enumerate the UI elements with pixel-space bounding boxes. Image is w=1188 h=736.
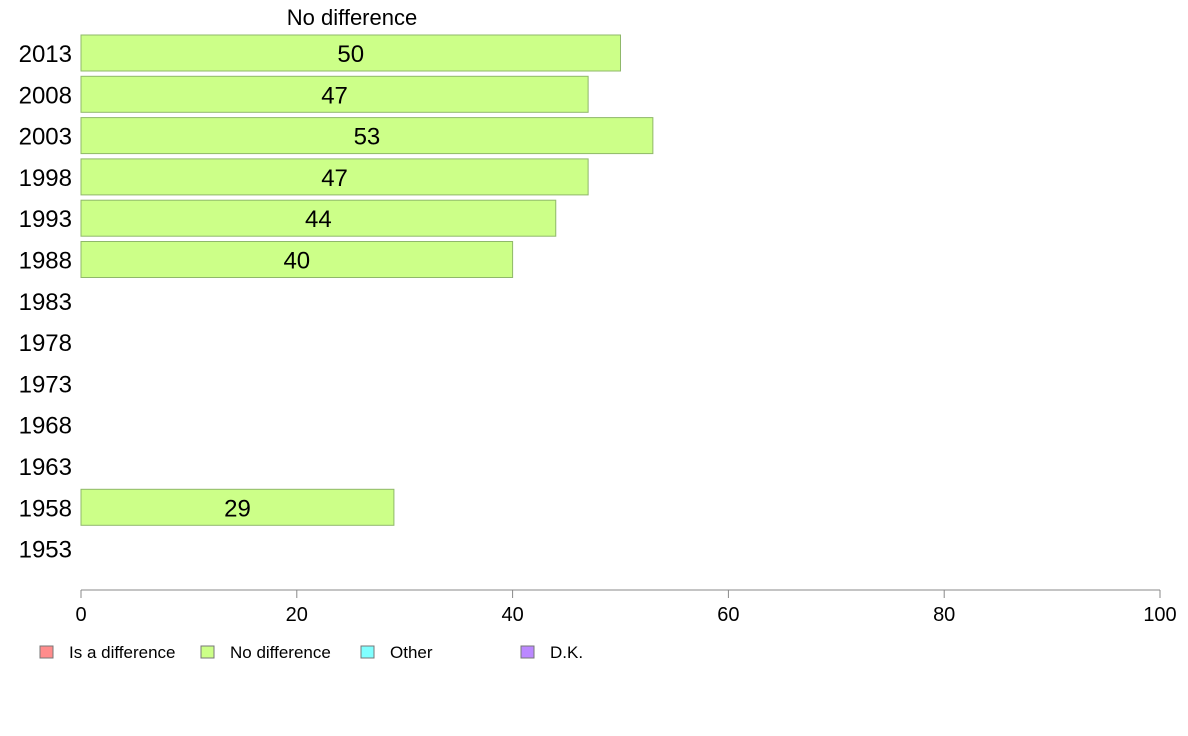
legend-swatch (200, 645, 215, 659)
x-tick-label: 40 (501, 604, 523, 626)
legend-label: Is a difference (69, 643, 175, 662)
x-tick-label: 100 (1143, 604, 1176, 626)
legend-label: Other (390, 643, 433, 662)
bar-value-label: 40 (283, 248, 310, 275)
legend-label: D.K. (550, 643, 583, 662)
legend-swatch (520, 645, 535, 659)
bar-value-label: 44 (305, 206, 332, 233)
row-label: 1968 (19, 413, 72, 440)
legend: Is a difference No difference Other D.K. (39, 643, 583, 662)
bar (80, 75, 589, 113)
legend-swatch (360, 645, 375, 659)
bar-value-label: 47 (321, 165, 348, 192)
row-label: 2013 (19, 41, 72, 68)
bar (80, 34, 621, 72)
row-label: 1958 (19, 495, 72, 522)
row-label: 1983 (19, 289, 72, 316)
series-title: No difference (287, 5, 417, 30)
row-label: 1998 (19, 165, 72, 192)
bar (80, 117, 654, 155)
x-tick-label: 60 (717, 604, 739, 626)
x-tick-label: 80 (933, 604, 955, 626)
bar (80, 241, 514, 278)
row-label: 1978 (19, 330, 72, 357)
x-tick-label: 0 (75, 604, 86, 626)
bar-value-label: 29 (224, 495, 251, 522)
bar-value-label: 47 (321, 82, 348, 109)
bar (80, 158, 589, 196)
x-axis: 0 20 40 60 80 100 (75, 589, 1177, 626)
x-tick-label: 20 (286, 604, 308, 626)
chart-rows: 2013 50 2008 47 2003 53 1998 47 1993 44 1988 40 1983… (19, 34, 654, 564)
bar-value-label: 50 (337, 41, 364, 68)
bar (80, 488, 395, 526)
row-label: 1988 (19, 248, 72, 275)
legend-swatch (39, 645, 54, 659)
row-label: 1993 (19, 206, 72, 233)
row-label: 2008 (19, 82, 72, 109)
row-label: 1973 (19, 371, 72, 398)
bar (80, 199, 557, 237)
row-label: 1953 (19, 537, 72, 564)
row-label: 2003 (19, 124, 72, 151)
legend-label: No difference (230, 643, 331, 662)
bar-value-label: 53 (354, 124, 381, 151)
row-label: 1963 (19, 454, 72, 481)
